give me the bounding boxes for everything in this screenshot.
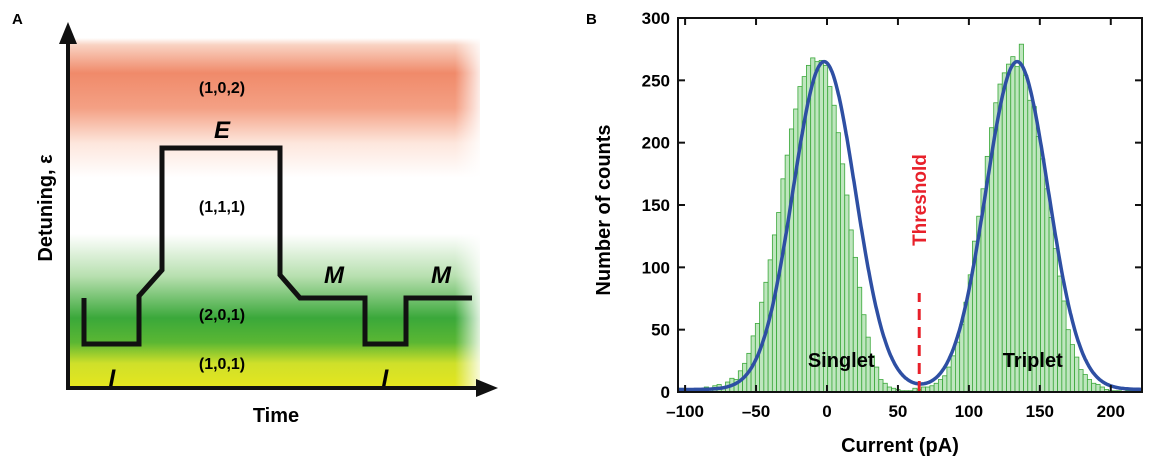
histogram-bar xyxy=(1006,63,1012,393)
histogram-bar xyxy=(946,366,952,393)
panel-a-xlabel: Time xyxy=(253,405,299,427)
band-label-101: (1,0,1) xyxy=(199,356,245,373)
panel-b: B Threshold Singlet Triplet 0 50 100 150 200… xyxy=(586,9,1143,457)
histogram-bar xyxy=(776,212,782,393)
band-label-111: (1,1,1) xyxy=(199,199,245,216)
x-tick-label: –100 xyxy=(666,402,704,421)
panel-b-label: B xyxy=(586,11,597,28)
x-tick-label: 0 xyxy=(822,402,831,421)
y-tick-label: 0 xyxy=(661,383,670,402)
histogram-bar xyxy=(933,382,939,393)
y-tick-label: 150 xyxy=(642,196,670,215)
histogram-bar xyxy=(771,234,778,393)
x-axis-label: Current (pA) xyxy=(841,435,959,457)
pulse-sequence xyxy=(81,145,472,347)
threshold-label: Threshold xyxy=(910,154,931,246)
band-label-201: (2,0,1) xyxy=(199,307,245,324)
histogram-bar xyxy=(1078,369,1084,393)
pulse-label-measure-1: M xyxy=(324,262,345,289)
histogram-bar xyxy=(827,86,833,393)
panel-a-ylabel: Detuning, ε xyxy=(35,154,57,262)
x-tick-label: –50 xyxy=(742,402,770,421)
histogram-bar xyxy=(1014,66,1020,393)
panel-a: A Detuning, ε Time (1,0,2) (1,1,1) (2,0,… xyxy=(12,11,498,427)
x-axis-arrow-icon xyxy=(476,379,498,397)
singlet-label: Singlet xyxy=(808,350,875,372)
histogram-bar xyxy=(1082,374,1088,393)
panel-a-label: A xyxy=(12,11,23,28)
histogram-bar xyxy=(1001,72,1007,393)
x-tick-label: 100 xyxy=(955,402,983,421)
histogram-bar xyxy=(874,366,880,393)
histogram-bar xyxy=(878,379,884,393)
histogram-bar xyxy=(959,324,965,393)
histogram-bar xyxy=(882,382,888,393)
gaussian-fit-curve xyxy=(678,59,1142,392)
histogram-bar xyxy=(1027,99,1033,393)
histogram-bar xyxy=(1074,356,1080,393)
histogram-bar xyxy=(823,64,829,393)
y-tick-label: 300 xyxy=(642,9,670,28)
histogram-bar xyxy=(793,108,799,393)
x-tick-label: 150 xyxy=(1026,402,1054,421)
histogram-bar xyxy=(818,59,824,393)
histogram-bar xyxy=(1069,344,1075,393)
y-tick-label: 250 xyxy=(642,71,670,90)
histogram-bar xyxy=(1018,43,1024,393)
y-axis-arrow-icon xyxy=(59,22,77,44)
histogram-bar xyxy=(784,154,790,393)
band-label-102: (1,0,2) xyxy=(199,80,245,97)
y-axis-label: Number of counts xyxy=(593,124,615,295)
histogram-bar xyxy=(955,341,961,393)
energy-band-background xyxy=(68,38,480,388)
histogram-bar xyxy=(997,83,1003,393)
pulse-label-measure-2: M xyxy=(431,262,452,289)
y-tick-label: 200 xyxy=(642,134,670,153)
histogram-bar xyxy=(950,355,956,393)
histogram-bar xyxy=(810,57,816,393)
histogram-bar xyxy=(1057,275,1063,393)
histogram-bar xyxy=(831,104,837,393)
histogram-bars xyxy=(678,43,1135,393)
histogram-bar xyxy=(942,375,948,393)
histogram-bar xyxy=(1086,379,1093,393)
triplet-label: Triplet xyxy=(1003,350,1063,372)
y-tick-label: 100 xyxy=(642,258,670,277)
histogram-bar xyxy=(857,286,863,393)
background-fade xyxy=(455,38,485,388)
histogram-bar xyxy=(1091,382,1097,393)
pulse-label-init-1: I xyxy=(109,365,117,392)
histogram-bar xyxy=(814,61,820,393)
pulse-label-init-2: I xyxy=(382,365,390,392)
x-tick-label: 200 xyxy=(1097,402,1125,421)
histogram-bar xyxy=(1061,300,1067,393)
histogram-bar xyxy=(1023,74,1029,393)
x-tick-label: 50 xyxy=(888,402,907,421)
histogram-bar xyxy=(780,178,786,393)
y-tick-label: 50 xyxy=(651,321,670,340)
pulse-label-evolve: E xyxy=(214,117,231,144)
histogram-bar xyxy=(1010,56,1016,393)
histogram-bar xyxy=(788,128,795,393)
histogram-bar xyxy=(1065,329,1071,393)
histogram-bar xyxy=(937,379,944,393)
histogram-bar xyxy=(1095,384,1101,393)
axis-ticks: 0 50 100 150 200 250 300 –100 –50 0 50 100 150 200 xyxy=(642,9,1142,421)
